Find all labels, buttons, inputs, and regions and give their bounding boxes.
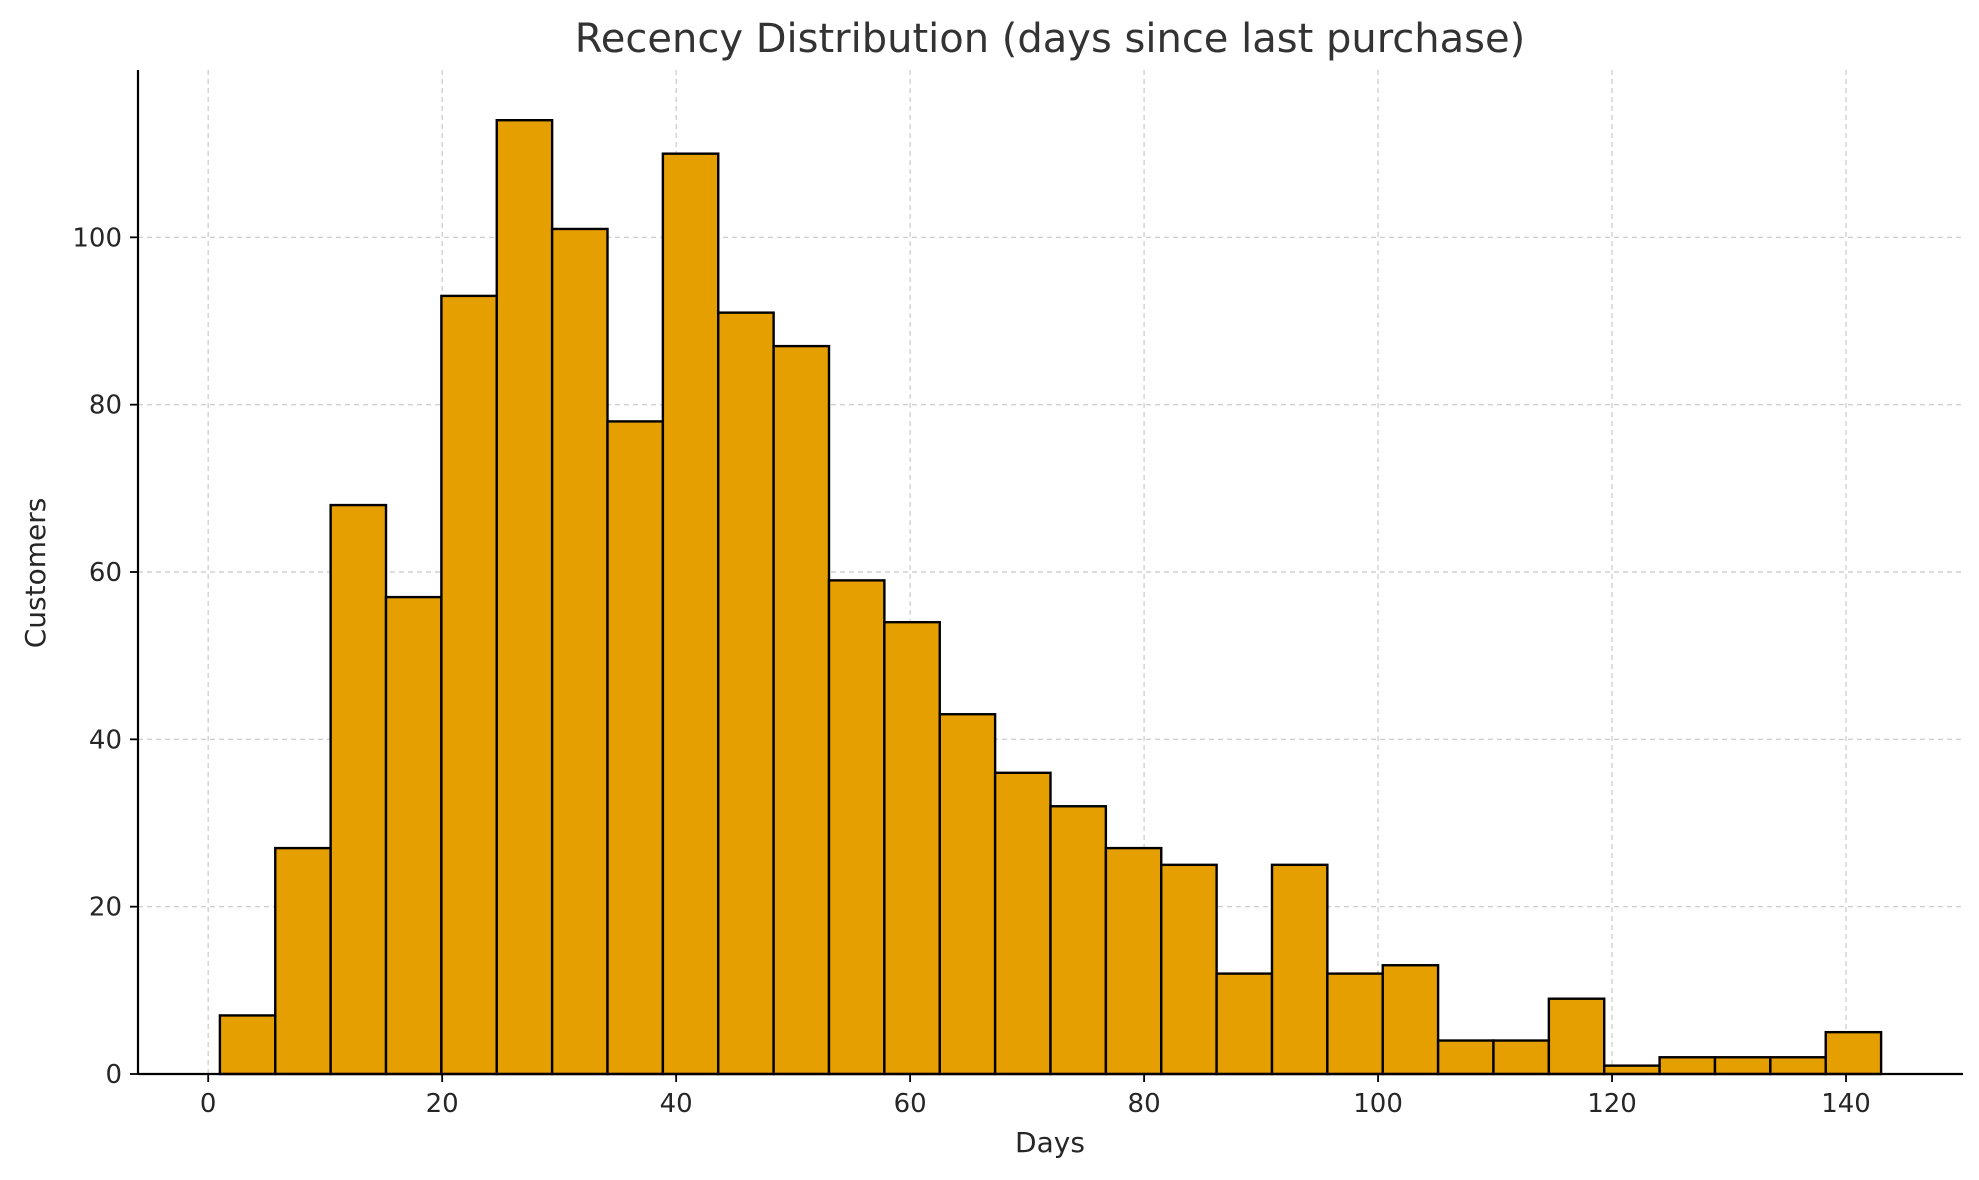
histogram-bar [1381, 964, 1440, 1076]
x-tick-label: 40 [660, 1089, 693, 1119]
histogram-bar [1603, 1064, 1661, 1076]
histogram-bar [606, 420, 665, 1076]
bars [218, 118, 1883, 1076]
ticks: 0 20 40 60 80 100 120 140 0 20 40 60 80 100 [72, 223, 1870, 1119]
histogram-bar [1104, 846, 1163, 1076]
histogram-bar [772, 344, 831, 1076]
x-tick-label: 0 [200, 1089, 217, 1119]
histogram-bar [384, 595, 443, 1076]
x-tick-label: 20 [426, 1089, 459, 1119]
y-axis-label: Customers [19, 498, 52, 649]
histogram-bar [550, 227, 609, 1076]
y-tick-label: 20 [89, 893, 122, 923]
x-tick-label: 80 [1128, 1089, 1161, 1119]
histogram-bar [1769, 1056, 1827, 1076]
histogram-bar [1713, 1056, 1772, 1076]
histogram-bar [440, 294, 498, 1076]
x-tick-label: 60 [894, 1089, 927, 1119]
histogram-bar [1160, 863, 1218, 1076]
histogram-bar [495, 118, 554, 1076]
histogram-bar [717, 311, 775, 1076]
histogram-bar [661, 152, 720, 1076]
chart-title: Recency Distribution (days since last pu… [575, 16, 1525, 62]
histogram-bar [883, 621, 941, 1076]
y-tick-label: 100 [72, 223, 122, 253]
y-tick-label: 0 [105, 1060, 122, 1090]
histogram-bar [274, 846, 332, 1076]
y-tick-label: 80 [89, 391, 122, 421]
histogram-bar [1215, 972, 1274, 1076]
histogram-bar [827, 579, 886, 1076]
histogram-bar [329, 503, 388, 1076]
histogram-bar [1658, 1056, 1717, 1076]
y-tick-label: 60 [89, 558, 122, 588]
histogram-bar [1270, 863, 1329, 1076]
x-tick-label: 100 [1353, 1089, 1403, 1119]
histogram-bar [993, 771, 1052, 1076]
x-axis-label: Days [1015, 1126, 1085, 1159]
histogram-bar [218, 1014, 277, 1076]
histogram-bar [1326, 972, 1384, 1076]
histogram-bar [938, 713, 997, 1076]
histogram-bar [1049, 805, 1108, 1076]
x-tick-label: 120 [1587, 1089, 1637, 1119]
y-tick-label: 40 [89, 725, 122, 755]
x-tick-label: 140 [1821, 1089, 1871, 1119]
histogram-bar [1547, 997, 1606, 1076]
histogram-bar [1824, 1030, 1883, 1076]
histogram-bar [1492, 1039, 1551, 1076]
histogram-bar [1436, 1039, 1495, 1076]
